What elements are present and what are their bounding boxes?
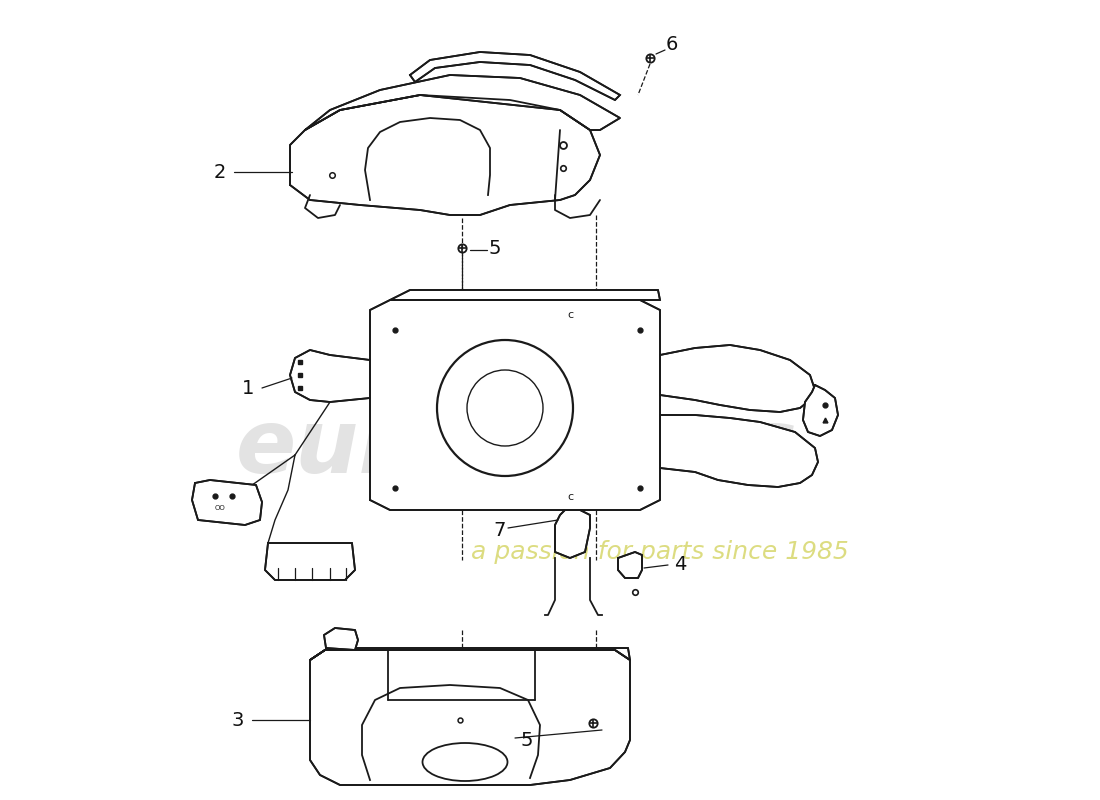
Polygon shape (370, 300, 660, 510)
Polygon shape (660, 415, 818, 487)
Polygon shape (410, 52, 620, 100)
Text: 7: 7 (494, 521, 506, 539)
Text: 4: 4 (674, 555, 686, 574)
Text: 2: 2 (213, 162, 227, 182)
Polygon shape (618, 552, 642, 578)
Text: a passion for parts since 1985: a passion for parts since 1985 (471, 540, 849, 564)
Polygon shape (556, 510, 590, 558)
Text: eurospares: eurospares (236, 405, 798, 491)
Polygon shape (310, 650, 630, 785)
Text: 5: 5 (488, 238, 502, 258)
Polygon shape (290, 350, 370, 402)
Polygon shape (324, 628, 358, 650)
Text: c: c (566, 310, 573, 320)
Polygon shape (390, 290, 660, 300)
Text: 5: 5 (520, 730, 534, 750)
Polygon shape (192, 480, 262, 525)
Polygon shape (305, 75, 620, 130)
Polygon shape (290, 95, 600, 215)
Text: c: c (566, 492, 573, 502)
Text: 3: 3 (232, 710, 244, 730)
Text: 1: 1 (242, 378, 254, 398)
Polygon shape (660, 345, 815, 412)
Polygon shape (803, 385, 838, 436)
Text: 6: 6 (666, 35, 679, 54)
Polygon shape (265, 543, 355, 580)
Text: OO: OO (214, 505, 225, 511)
Polygon shape (310, 648, 630, 660)
